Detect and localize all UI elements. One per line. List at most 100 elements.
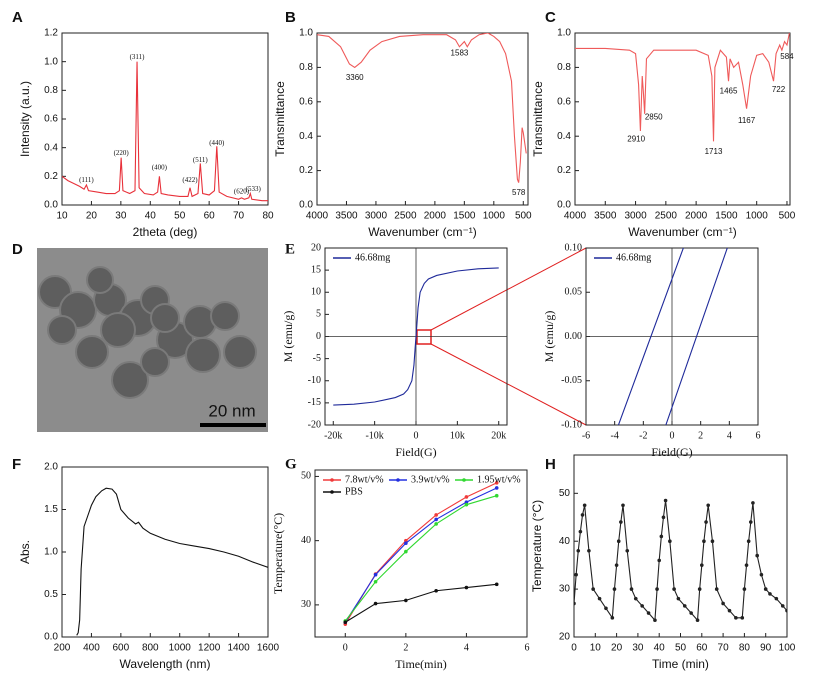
annotation: 584 <box>780 52 794 61</box>
x-axis-label: Wavelength (nm) <box>120 657 211 671</box>
x-tick-label: 0 <box>670 430 675 441</box>
x-tick-label: 1500 <box>453 211 476 222</box>
data-point <box>597 596 602 601</box>
zoom-box <box>416 329 432 345</box>
x-tick-label: 3500 <box>594 211 617 222</box>
y-tick-label: 1.0 <box>44 56 58 67</box>
data-point <box>768 592 772 596</box>
data-line <box>575 33 790 142</box>
data-point <box>676 596 681 601</box>
y-tick-label: -10 <box>308 375 321 386</box>
x-tick-label: 2 <box>698 430 703 441</box>
data-point <box>404 598 408 603</box>
series-group <box>76 487 268 636</box>
chart-panel: F 0.0 0.5 1.0 1.5 2.0 200 400 600 800 1000 1200 1400… <box>12 456 280 671</box>
y-tick-label: 1.5 <box>44 504 58 515</box>
x-tick-label: 3000 <box>365 211 388 222</box>
data-point <box>373 572 378 577</box>
y-tick-label: 0.6 <box>299 96 313 107</box>
y-tick-label: 0.2 <box>557 165 571 176</box>
series-group <box>574 498 787 623</box>
data-point <box>700 563 704 567</box>
x-tick-label: 10 <box>590 643 602 654</box>
series-group <box>617 248 728 425</box>
data-point <box>763 587 768 591</box>
data-point <box>734 616 738 620</box>
x-axis-label: Time(min) <box>395 657 447 671</box>
panel-letter: F <box>12 456 21 473</box>
y-tick-label: 0.0 <box>557 200 571 211</box>
data-point <box>663 498 668 503</box>
data-point <box>689 611 693 615</box>
panel-letter: D <box>12 241 23 258</box>
y-tick-label: 10 <box>311 287 321 298</box>
x-tick-label: 80 <box>739 643 751 654</box>
legend-marker <box>462 478 466 482</box>
data-point <box>702 539 706 544</box>
data-point <box>404 541 408 546</box>
x-tick-label: 500 <box>779 211 796 222</box>
series-group <box>317 33 527 183</box>
plot-frame <box>314 469 528 638</box>
panel-letter: C <box>545 9 556 26</box>
x-tick-label: 3500 <box>335 211 358 222</box>
annotation: (440) <box>209 139 225 147</box>
data-point <box>434 513 438 517</box>
x-axis-label: Time (min) <box>652 657 709 671</box>
x-tick-label: 0 <box>571 643 577 654</box>
data-point <box>494 486 499 490</box>
legend-marker <box>330 478 334 482</box>
chart-panel: C 0.0 0.2 0.4 0.6 0.8 1.0 4000 3500 3000 2500 2000 1… <box>531 9 796 239</box>
zoom-connector <box>430 343 587 426</box>
data-point <box>682 604 687 608</box>
x-tick-label: 60 <box>696 643 708 654</box>
x-tick-label: 4 <box>727 430 732 441</box>
annotation: 722 <box>772 85 786 94</box>
data-point <box>714 587 719 591</box>
panel-letter: G <box>285 456 297 472</box>
annotation: (620) <box>234 188 250 196</box>
data-point <box>697 587 702 591</box>
panel-letter: A <box>12 9 23 26</box>
y-tick-label: 15 <box>311 264 321 275</box>
x-tick-label: 1400 <box>227 643 250 654</box>
annotation: 2910 <box>627 135 645 144</box>
data-line <box>574 500 787 622</box>
x-tick-label: -4 <box>610 430 618 441</box>
data-point <box>614 563 619 567</box>
y-tick-label: 40 <box>301 535 311 546</box>
y-tick-label: 30 <box>301 599 311 610</box>
x-tick-label: 200 <box>54 643 71 654</box>
data-point <box>434 588 438 593</box>
y-tick-label: 1.0 <box>557 28 571 39</box>
data-point <box>629 587 634 591</box>
x-tick-label: 20k <box>491 430 506 441</box>
data-point <box>404 549 408 554</box>
data-line <box>344 487 497 623</box>
x-tick-label: 4000 <box>564 211 587 222</box>
x-tick-label: 2 <box>403 642 408 653</box>
data-point <box>582 503 587 508</box>
data-point <box>612 587 617 591</box>
y-tick-label: -5 <box>313 353 321 364</box>
data-point <box>668 539 672 544</box>
y-tick-label: 0.00 <box>565 331 583 342</box>
x-tick-label: 10 <box>56 211 68 222</box>
data-point <box>640 604 644 608</box>
data-point <box>721 601 725 606</box>
y-tick-label: 0.5 <box>44 589 58 600</box>
annotation: (220) <box>114 149 130 157</box>
data-point <box>742 587 747 591</box>
annotation: 3360 <box>346 73 364 82</box>
x-tick-label: 2000 <box>424 211 447 222</box>
data-point <box>710 539 715 544</box>
data-point <box>343 620 348 625</box>
data-point <box>494 493 499 498</box>
annotation: (311) <box>130 53 146 61</box>
data-point <box>746 539 751 544</box>
panel-letter: E <box>285 241 295 257</box>
y-tick-label: 0.05 <box>565 287 583 298</box>
data-line <box>344 495 497 622</box>
x-tick-label: 2500 <box>655 211 678 222</box>
data-point <box>744 563 749 567</box>
